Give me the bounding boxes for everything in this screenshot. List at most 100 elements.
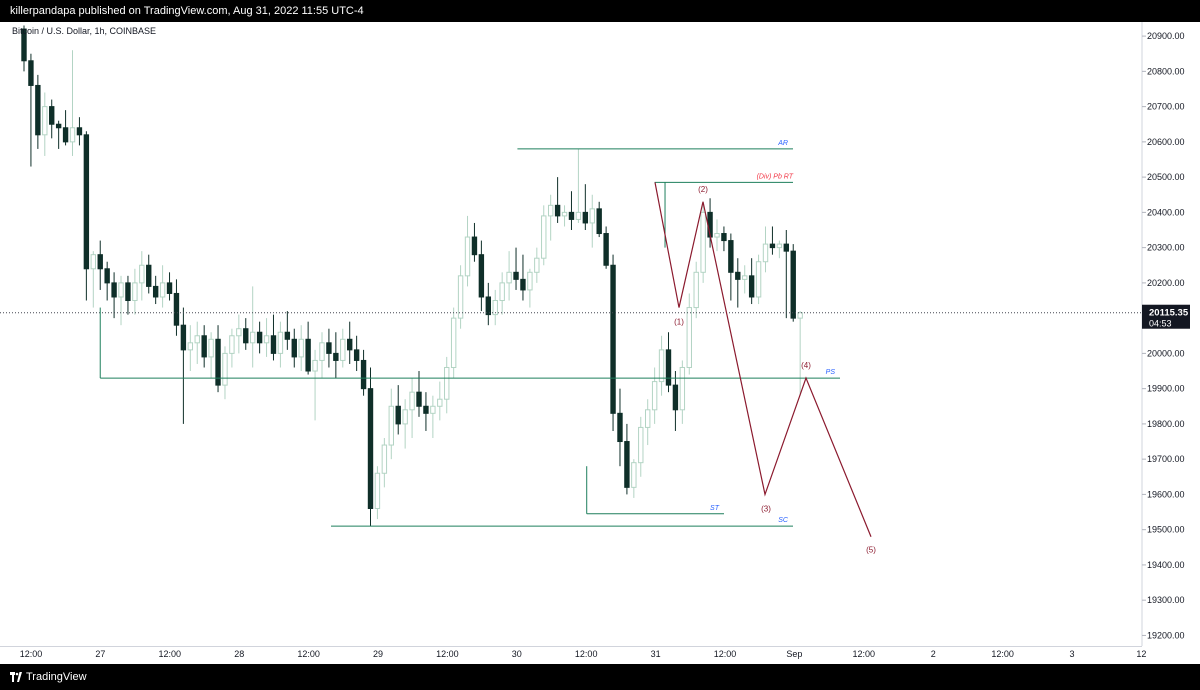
tradingview-logo-icon [10,672,22,682]
candle [402,399,408,449]
candle-body [631,462,637,488]
candle [520,254,526,301]
candle-body [194,335,200,344]
candle [658,335,665,396]
candle [527,268,533,308]
candle [665,332,672,393]
candle [416,371,422,417]
candle-body [610,264,616,414]
candle-body [277,331,284,354]
candle [381,438,388,488]
candle [513,247,519,290]
candle [478,240,485,312]
candle-body [104,268,110,284]
candle-body [471,236,478,256]
publish-info: killerpandapa published on TradingView.c… [10,5,364,17]
candle [617,388,623,467]
price-tick-label: 20300.00 [1147,243,1185,253]
candle-body [236,328,242,337]
candle-body [76,127,83,136]
candle-body [603,233,609,266]
last-price-badge [1142,304,1190,329]
candle [28,53,34,167]
candle [187,325,194,372]
time-tick-label: 3 [1069,649,1074,659]
candle [693,261,699,319]
candle-body [21,28,27,62]
candle-body [173,292,180,326]
wave-label: (3) [761,504,771,513]
candle [444,356,450,414]
candle [125,275,131,315]
candle-body [146,264,152,287]
candle-body [513,271,519,280]
candle [243,318,249,350]
level-label: SC [778,517,789,524]
candle-body [575,211,582,220]
candle [291,328,297,368]
candle [797,311,803,396]
candle [769,226,776,255]
time-tick-label: 12:00 [297,649,320,659]
candle [499,272,505,315]
candle [596,201,602,238]
time-tick-label: 2 [931,649,936,659]
time-tick-label: Sep [786,649,802,659]
candle-body [35,84,41,136]
candle-body [118,282,124,298]
candle [762,226,769,273]
candle [35,74,41,149]
price-tick-label: 19400.00 [1147,560,1185,570]
candle [69,50,76,156]
candle-body [49,106,55,125]
candle-body [340,338,346,361]
candle [201,325,207,368]
candle-body [437,398,443,407]
candle [547,194,554,241]
last-price-countdown: 04:53 [1149,319,1172,329]
candle [222,346,228,400]
candle [437,381,443,421]
time-tick-label: 12:00 [853,649,876,659]
candle [55,120,62,149]
candle [506,251,512,301]
candle [790,244,796,322]
candle-body [222,352,228,386]
candle-body [762,243,769,263]
candle-body [790,250,796,319]
price-tick-label: 19200.00 [1147,630,1185,640]
candle-body [353,349,360,361]
candle [21,25,27,72]
candle [326,328,332,368]
candle-body [665,349,672,386]
candle-body [395,405,401,425]
candle [679,360,686,424]
candle [132,268,138,315]
candle [603,226,609,269]
candle-body [728,240,734,273]
price-tick-label: 20200.00 [1147,278,1185,288]
candle [104,261,110,301]
candle-body [617,412,623,443]
candle-body [748,275,755,298]
candle [319,332,325,379]
candle [166,272,173,301]
candle [568,191,575,230]
candle [118,275,124,326]
time-tick-label: 12:00 [991,649,1014,659]
candle-body [215,338,221,386]
candle-body [430,405,436,414]
candle-body [28,60,34,86]
candle-body [402,409,408,425]
candle [388,388,394,460]
time-tick-label: 12:00 [575,649,598,659]
candle-body [721,233,727,242]
price-tick-label: 19600.00 [1147,489,1185,499]
candle-body [381,444,388,474]
candle [298,325,304,372]
candle-body [187,342,194,351]
candle [395,385,401,435]
candle-body [769,243,776,249]
